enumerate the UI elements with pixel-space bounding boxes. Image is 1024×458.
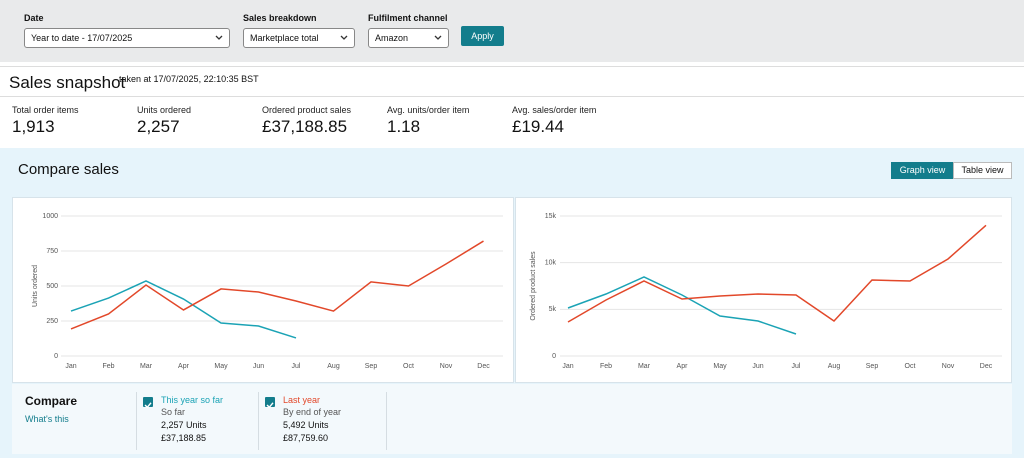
x-tick-label: Jan xyxy=(65,363,76,370)
x-tick-label: Sep xyxy=(365,363,378,370)
filter-label: Sales breakdown xyxy=(243,13,317,23)
line-series xyxy=(70,280,297,339)
sales: £37,188.85 xyxy=(161,433,207,443)
select-value: Amazon xyxy=(375,33,409,43)
x-tick-label: Apr xyxy=(178,363,190,370)
help-link[interactable]: What's this xyxy=(25,414,69,424)
y-tick-label: 250 xyxy=(46,318,58,325)
filter-bar: Date Year to date - 17/07/2025 Sales bre… xyxy=(0,0,1024,62)
snapshot-time: taken at 17/07/2025, 22:10:35 BST xyxy=(119,74,259,84)
y-tick-label: 1000 xyxy=(42,213,58,220)
metric-label: Units ordered xyxy=(137,105,192,115)
x-tick-label: May xyxy=(214,363,228,370)
x-tick-label: Feb xyxy=(600,363,612,370)
compare-legend: Compare What's this This year so far So f… xyxy=(12,384,1012,454)
metric-value: 2,257 xyxy=(137,117,180,136)
y-tick-label: 15k xyxy=(545,213,557,220)
check xyxy=(144,402,152,409)
filter-label: Fulfilment channel xyxy=(368,13,448,23)
date-select[interactable]: Year to date - 17/07/2025 xyxy=(24,28,230,48)
line-series xyxy=(567,276,797,335)
breakdown-select[interactable]: Marketplace total xyxy=(243,28,355,48)
x-tick-label: Oct xyxy=(403,363,414,370)
y-tick-label: 0 xyxy=(54,353,58,360)
legend-title: Compare xyxy=(25,394,78,408)
snapshot-header xyxy=(0,67,1024,97)
compare-title: Compare sales xyxy=(18,161,119,178)
check xyxy=(266,402,274,409)
units: 5,492 Units xyxy=(283,420,329,430)
y-tick-label: 750 xyxy=(46,248,58,255)
chevron xyxy=(215,35,223,40)
x-tick-label: Jul xyxy=(792,363,801,370)
chevron xyxy=(434,35,442,40)
period: So far xyxy=(161,407,186,417)
x-tick-label: May xyxy=(713,363,727,370)
y-tick-label: 10k xyxy=(545,260,557,267)
chevron xyxy=(340,35,348,40)
snapshot-title: Sales snapshot xyxy=(9,73,126,92)
metric-value: 1.18 xyxy=(387,117,421,136)
line-series xyxy=(567,224,987,323)
x-tick-label: Jun xyxy=(752,363,763,370)
x-tick-label: Dec xyxy=(980,363,993,370)
x-tick-label: Oct xyxy=(905,363,916,370)
filter-label: Date xyxy=(24,13,44,23)
divider xyxy=(258,392,259,450)
metric-label: Avg. units/order item xyxy=(387,105,470,115)
series-name: This year so far xyxy=(161,395,224,405)
snapshot: Sales snapshot taken at 17/07/2025, 22:1… xyxy=(0,66,1024,146)
metric-value: £37,188.85 xyxy=(262,117,348,136)
view-button[interactable]: Graph view xyxy=(891,162,954,179)
x-tick-label: Feb xyxy=(102,363,114,370)
line-series xyxy=(70,240,484,330)
select-value: Marketplace total xyxy=(250,33,319,43)
view-button[interactable]: Table view xyxy=(953,162,1012,179)
metric-label: Total order items xyxy=(12,105,79,115)
x-tick-label: Mar xyxy=(638,363,651,370)
y-tick-label: 0 xyxy=(552,353,556,360)
select-value: Year to date - 17/07/2025 xyxy=(31,33,133,43)
apply-button[interactable]: Apply xyxy=(461,26,504,46)
x-tick-label: Nov xyxy=(440,363,453,370)
divider xyxy=(386,392,387,450)
divider xyxy=(136,392,137,450)
sales: £87,759.60 xyxy=(283,433,329,443)
checkbox[interactable] xyxy=(143,397,153,409)
channel-select[interactable]: Amazon xyxy=(368,28,449,48)
y-axis-label: Ordered product sales xyxy=(530,251,537,321)
series-name: Last year xyxy=(283,395,321,405)
units: 2,257 Units xyxy=(161,420,207,430)
period: By end of year xyxy=(283,407,342,417)
x-tick-label: Nov xyxy=(942,363,955,370)
metric-label: Avg. sales/order item xyxy=(512,105,597,115)
x-tick-label: Jan xyxy=(562,363,573,370)
x-tick-label: Sep xyxy=(866,363,879,370)
x-tick-label: Aug xyxy=(327,363,340,370)
x-tick-label: Apr xyxy=(677,363,689,370)
x-tick-label: Jun xyxy=(253,363,264,370)
y-tick-label: 5k xyxy=(549,306,557,313)
y-axis-label: Units ordered xyxy=(32,265,39,307)
checkbox[interactable] xyxy=(265,397,275,409)
chart: 0 250 500 750 1000 Jan Feb Mar Apr May Jun Jul Aug Se… xyxy=(12,197,514,383)
x-tick-label: Jul xyxy=(292,363,301,370)
x-tick-label: Mar xyxy=(140,363,153,370)
metric-value: 1,913 xyxy=(12,117,55,136)
metric-value: £19.44 xyxy=(512,117,564,136)
x-tick-label: Aug xyxy=(828,363,841,370)
chart: 0 5k 10k 15k Jan Feb Mar Apr May Jun Jul Aug Sep Oct N… xyxy=(515,197,1012,383)
x-tick-label: Dec xyxy=(477,363,490,370)
y-tick-label: 500 xyxy=(46,283,58,290)
metric-label: Ordered product sales xyxy=(262,105,352,115)
